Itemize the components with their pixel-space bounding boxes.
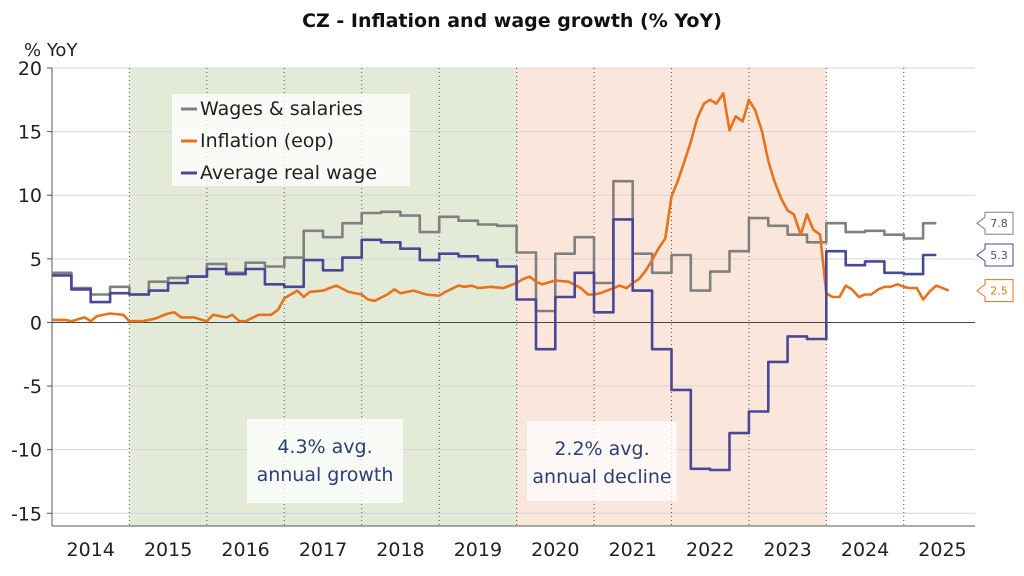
y-tick-label: -15 — [11, 503, 42, 525]
end-label-box — [976, 211, 1014, 235]
end-label-value: 2.5 — [990, 285, 1008, 298]
x-tick-label: 2016 — [221, 539, 269, 561]
series-line-1 — [52, 92, 950, 323]
end-labels: 7.8 2.5 5.3 — [976, 211, 1014, 303]
x-tick-label: 2025 — [918, 539, 966, 561]
legend: Wages & salaries Inflation (eop) Average r… — [172, 94, 410, 186]
chart-title: CZ - Inflation and wage growth (% YoY) — [302, 10, 722, 32]
end-label-value: 5.3 — [990, 249, 1008, 262]
x-tick-label: 2017 — [299, 539, 347, 561]
legend-box — [172, 94, 410, 186]
y-tick-label: 0 — [30, 312, 42, 334]
x-tick-label: 2019 — [454, 539, 502, 561]
x-tick-label: 2020 — [531, 539, 579, 561]
x-tick-label: 2022 — [686, 539, 734, 561]
annotation-text: 4.3% avg. — [277, 436, 372, 458]
annotations: 4.3% avg. annual growth 2.2% avg. annual de… — [247, 419, 677, 503]
series-line-2 — [52, 218, 937, 472]
x-tick-label: 2021 — [609, 539, 657, 561]
y-tick-label: -10 — [11, 440, 42, 462]
y-tick-label: 5 — [30, 249, 42, 271]
y-tick-label: 10 — [18, 185, 42, 207]
annotation-text: 2.2% avg. — [554, 438, 649, 460]
x-tick-label: 2014 — [67, 539, 115, 561]
legend-label: Inflation (eop) — [200, 130, 334, 152]
x-tick-label: 2024 — [841, 539, 889, 561]
end-label-box — [976, 243, 1014, 267]
x-tick-label: 2023 — [763, 539, 811, 561]
annotation-text: annual growth — [257, 464, 394, 486]
y-tick-label: 20 — [18, 58, 42, 80]
legend-label: Average real wage — [200, 162, 377, 184]
end-label-box — [976, 279, 1014, 303]
y-axis-label: % YoY — [24, 40, 78, 61]
series-lines — [52, 92, 950, 472]
end-label-value: 7.8 — [990, 217, 1008, 230]
legend-label: Wages & salaries — [200, 98, 363, 120]
annotation-box-0 — [247, 419, 403, 503]
x-tick-label: 2015 — [144, 539, 192, 561]
x-tick-label: 2018 — [376, 539, 424, 561]
y-tick-label: -5 — [23, 376, 42, 398]
y-tick-label: 15 — [18, 122, 42, 144]
annotation-text: annual decline — [532, 466, 671, 488]
annotation-box-1 — [527, 421, 677, 501]
